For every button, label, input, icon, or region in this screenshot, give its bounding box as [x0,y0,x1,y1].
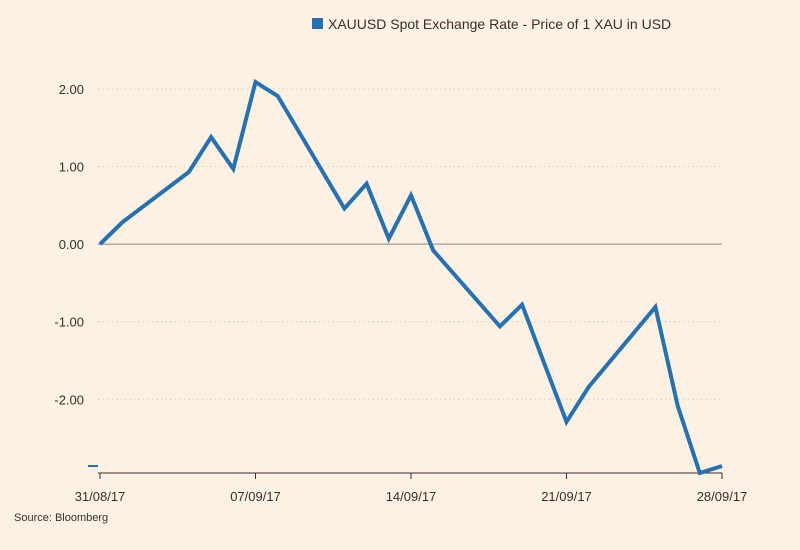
x-tick-label: 31/08/17 [75,489,126,504]
x-tick-label: 28/09/17 [697,489,748,504]
y-tick-label: -2.00 [54,392,84,407]
legend: XAUUSD Spot Exchange Rate - Price of 1 X… [312,16,671,32]
legend-label: XAUUSD Spot Exchange Rate - Price of 1 X… [328,16,671,32]
x-axis-tick-labels: 31/08/17 07/09/17 14/09/17 21/09/17 28/09/17 [75,489,748,504]
x-tick-label: 14/09/17 [386,489,437,504]
y-tick-label: 2.00 [59,82,84,97]
series-line [98,78,723,476]
legend-swatch [312,18,323,29]
y-tick-label: -1.00 [54,315,84,330]
axes [88,465,723,479]
gridlines [98,88,722,400]
y-axis-tick-labels: 2.00 1.00 0.00 -1.00 -2.00 [54,82,84,407]
series-lines [98,78,723,476]
x-tick-label: 21/09/17 [541,489,592,504]
y-tick-label: 0.00 [59,237,84,252]
x-tick-label: 07/09/17 [230,489,281,504]
source-note: Source: Bloomberg [14,512,108,524]
y-tick-label: 1.00 [59,160,84,175]
